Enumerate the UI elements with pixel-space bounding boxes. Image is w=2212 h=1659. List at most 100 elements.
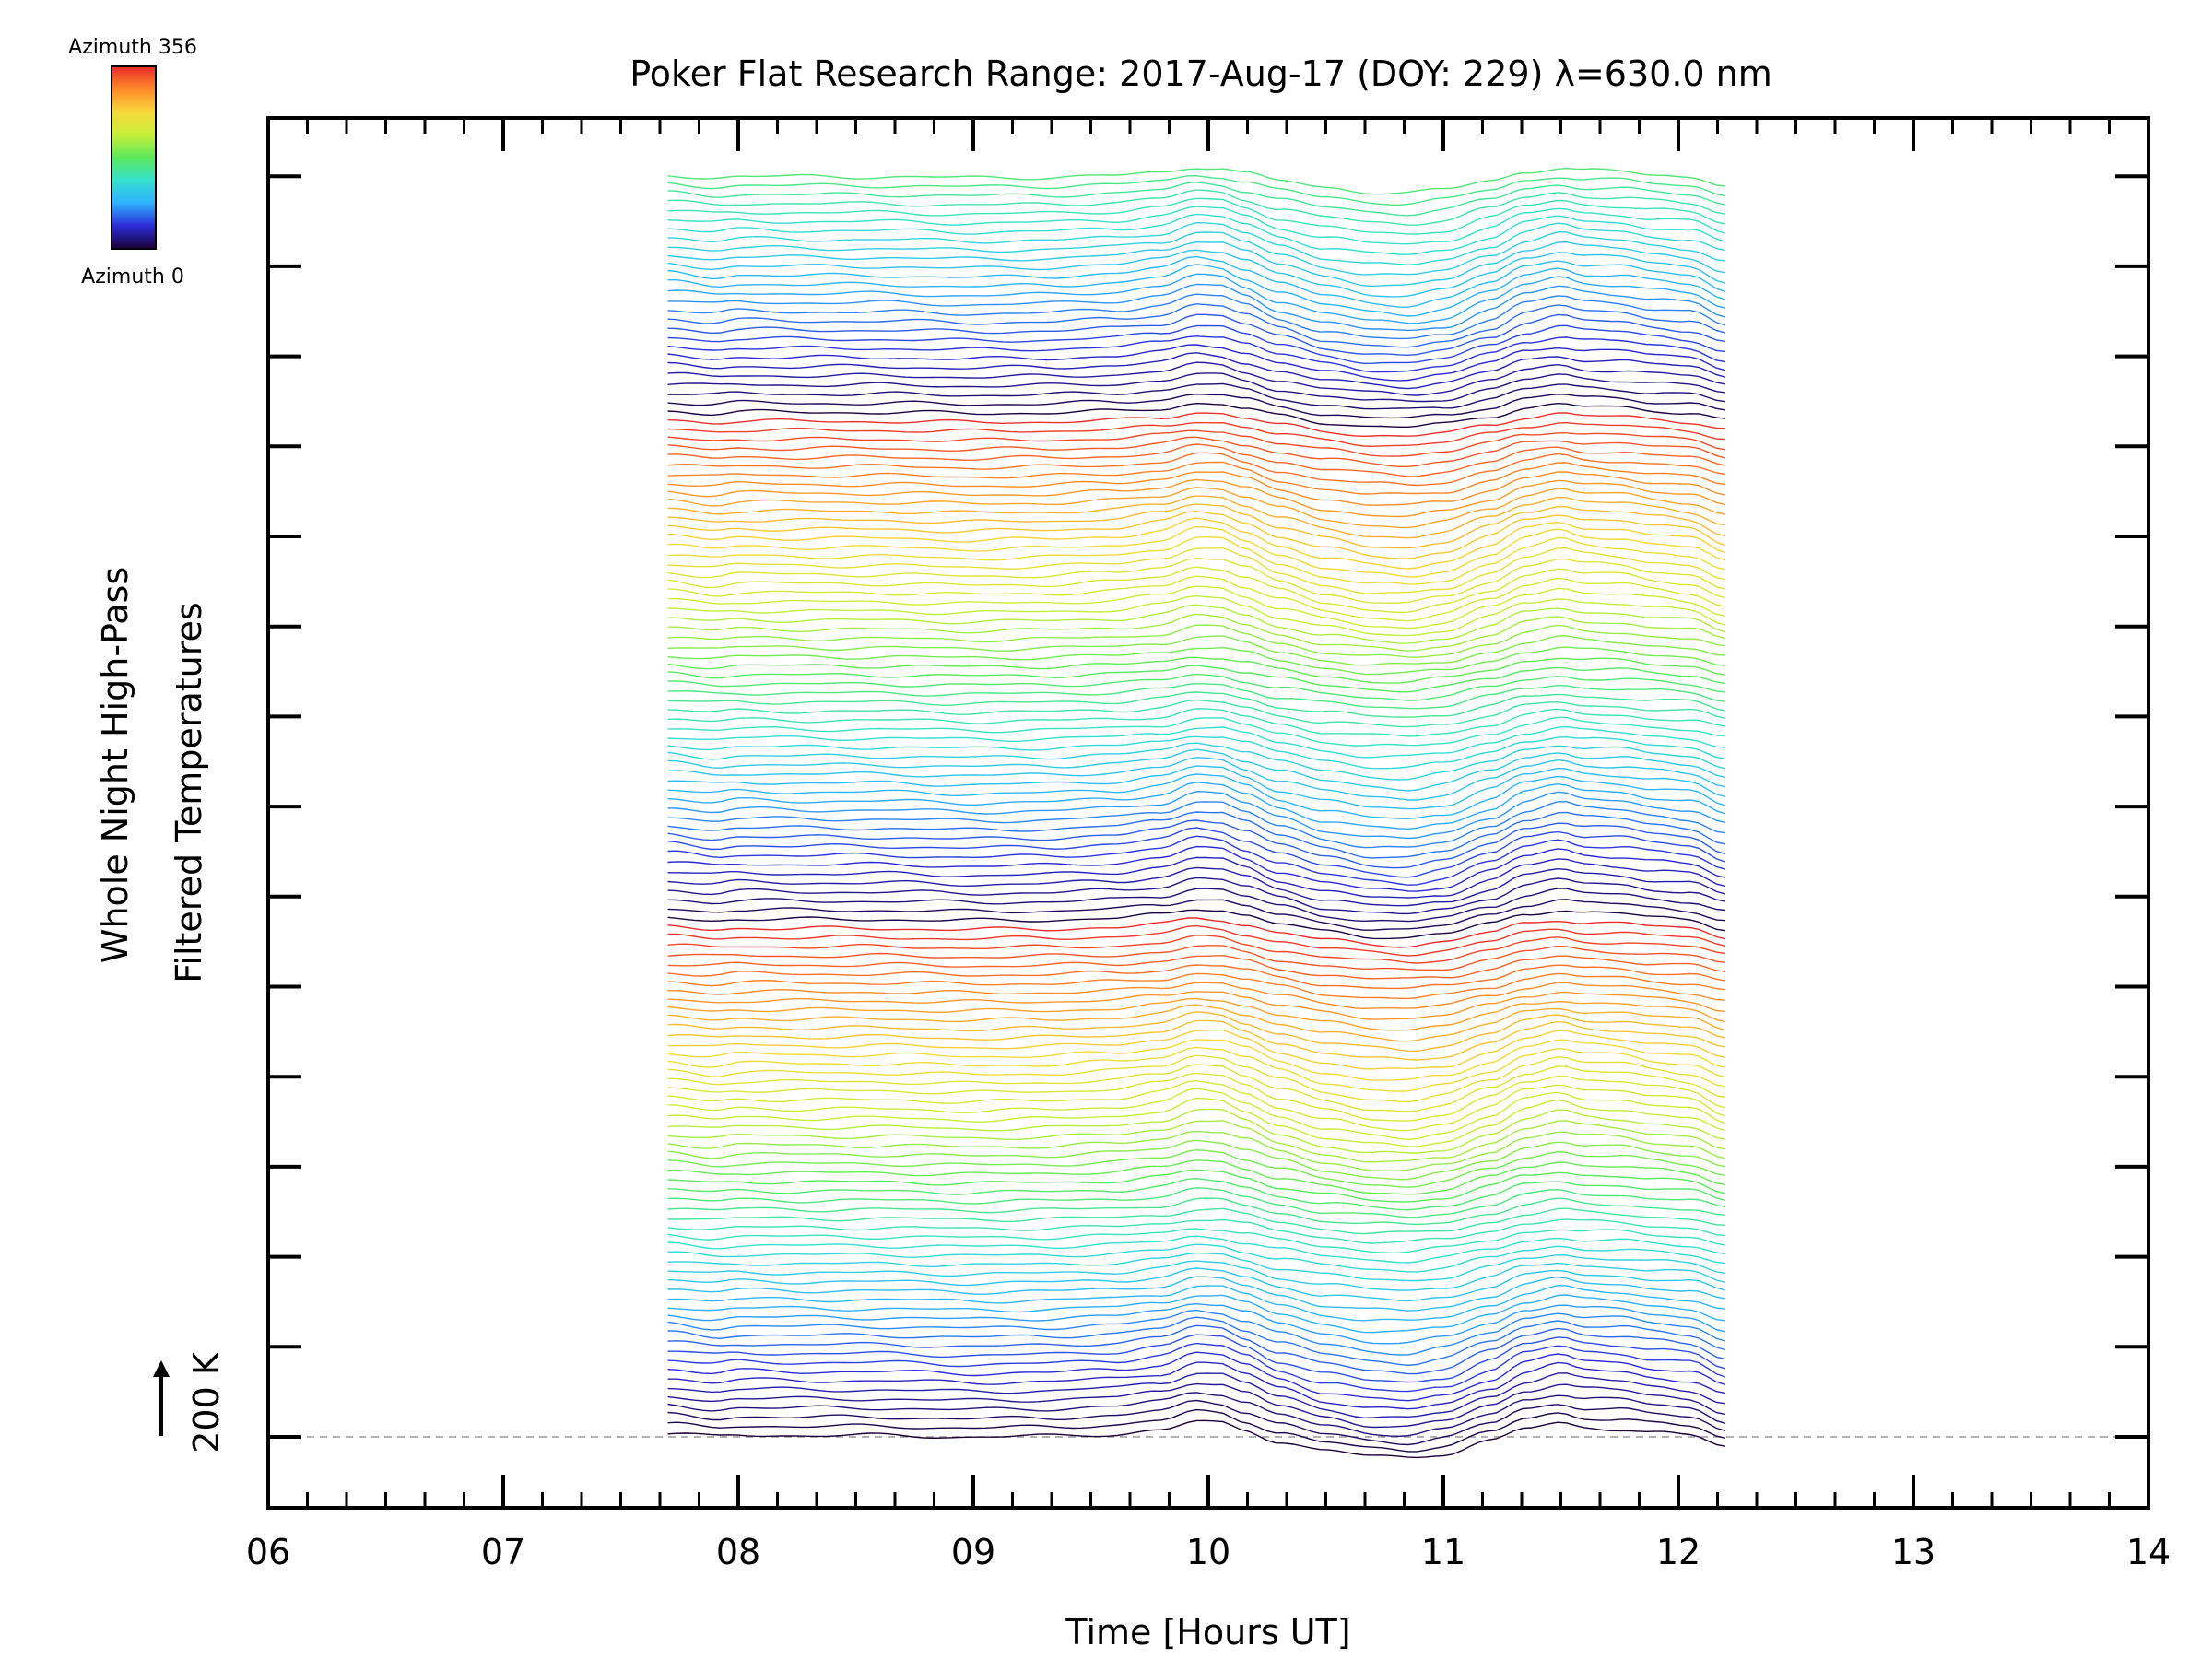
series-line <box>667 525 1726 578</box>
series-line <box>667 964 1726 990</box>
series-line <box>667 725 1726 759</box>
series-line <box>667 478 1726 518</box>
series-line <box>667 1267 1726 1302</box>
series-line <box>667 691 1726 718</box>
colorbar-bottom-label: Azimuth 0 <box>81 265 184 288</box>
scale-bar-label: 200 K <box>186 1351 227 1453</box>
series-line <box>667 656 1726 684</box>
series-line <box>667 613 1726 652</box>
x-tick-label: 10 <box>1186 1532 1230 1572</box>
series-line <box>667 1004 1726 1042</box>
series-line <box>667 935 1726 964</box>
series-lines <box>667 167 1726 1459</box>
x-tick-label: 13 <box>1891 1532 1936 1572</box>
series-line <box>667 557 1726 605</box>
series-line <box>667 167 1726 195</box>
series-line <box>667 206 1726 245</box>
series-line <box>667 1408 1726 1453</box>
series-line <box>667 1108 1726 1154</box>
series-line <box>667 835 1726 886</box>
series-line <box>667 888 1726 923</box>
series-line <box>667 765 1726 810</box>
series-line <box>667 510 1726 559</box>
series-line <box>667 1054 1726 1103</box>
series-line <box>667 393 1726 419</box>
series-line <box>667 575 1726 622</box>
scale-bar: 200 K <box>153 1351 227 1453</box>
series-line <box>667 997 1726 1031</box>
series-line <box>667 982 1726 1010</box>
series-line <box>667 313 1726 357</box>
series-line <box>667 682 1726 710</box>
x-tick-label: 09 <box>951 1532 995 1572</box>
series-line <box>667 402 1726 428</box>
series-line <box>667 827 1726 878</box>
series-line <box>667 174 1726 206</box>
series-line <box>667 742 1726 781</box>
series-line <box>667 1260 1726 1291</box>
series-line <box>667 699 1726 728</box>
series-line <box>667 1228 1726 1254</box>
series-line <box>667 436 1726 467</box>
series-line <box>667 517 1726 570</box>
series-line <box>667 735 1726 770</box>
y-axis-ticks <box>268 174 2148 1439</box>
series-line <box>667 1019 1726 1061</box>
series-line <box>667 624 1726 658</box>
series-line <box>667 1039 1726 1081</box>
series-line <box>667 412 1726 438</box>
series-line <box>667 429 1726 457</box>
series-line <box>667 757 1726 801</box>
series-line <box>667 1130 1726 1172</box>
x-axis-ticks <box>266 118 2150 1508</box>
series-line <box>667 716 1726 747</box>
series-line <box>667 1334 1726 1383</box>
series-line <box>667 791 1726 840</box>
series-line <box>667 230 1726 276</box>
x-tick-label: 06 <box>246 1532 290 1572</box>
series-line <box>667 182 1726 217</box>
series-line <box>667 273 1726 324</box>
series-line <box>667 221 1726 266</box>
series-line <box>667 972 1726 1000</box>
series-line <box>667 1309 1726 1356</box>
series-line <box>667 421 1726 447</box>
series-line <box>667 811 1726 859</box>
series-line <box>667 443 1726 477</box>
series-line <box>667 1011 1726 1053</box>
series-line <box>667 1079 1726 1132</box>
series-line <box>667 819 1726 869</box>
series-line <box>667 1218 1726 1244</box>
series-line <box>667 1046 1726 1092</box>
x-tick-label: 08 <box>716 1532 760 1572</box>
series-line <box>667 1243 1726 1273</box>
series-line <box>667 1372 1726 1419</box>
series-line <box>667 352 1726 390</box>
series-line <box>667 909 1726 940</box>
series-line <box>667 471 1726 506</box>
series-line <box>667 708 1726 737</box>
series-line <box>667 283 1726 332</box>
series-line <box>667 635 1726 666</box>
series-line <box>667 1252 1726 1282</box>
series-line <box>667 1316 1726 1367</box>
series-line <box>667 1197 1726 1226</box>
series-line <box>667 856 1726 899</box>
series-line <box>667 293 1726 340</box>
series-line <box>667 1284 1726 1322</box>
series-line <box>667 1207 1726 1235</box>
colorbar-gradient <box>111 65 157 250</box>
series-line <box>667 801 1726 849</box>
series-line <box>667 213 1726 256</box>
series-line <box>667 324 1726 365</box>
x-tick-label: 11 <box>1421 1532 1465 1572</box>
series-line <box>667 344 1726 382</box>
series-line <box>667 773 1726 820</box>
x-axis-label: Time [Hours UT] <box>1065 1612 1350 1653</box>
series-line <box>667 646 1726 676</box>
series-line <box>667 991 1726 1020</box>
series-line <box>667 1139 1726 1181</box>
series-line <box>667 1399 1726 1446</box>
series-line <box>667 461 1726 495</box>
